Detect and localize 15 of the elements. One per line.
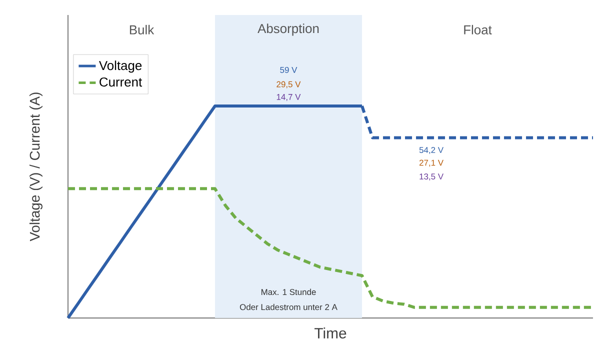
annotation: Max. 1 Stunde (261, 288, 316, 296)
text: Bulk (130, 24, 154, 34)
annotation: 54,2 V (419, 147, 444, 154)
y-axis-title: Voltage (V) / Current (A) (29, 92, 42, 242)
text: 59 V (280, 66, 298, 73)
legend-label: Voltage (99, 60, 142, 73)
text: 29,5 V (276, 81, 301, 88)
text: Absorption (258, 24, 319, 36)
x-axis-title: Time (314, 328, 346, 338)
annotation: Oder Ladestrom unter 2 A (240, 304, 338, 310)
legend-label: Current (100, 77, 142, 87)
annotation: 13,5 V (420, 174, 444, 181)
text: Float (464, 24, 492, 34)
text: 14,7 V (276, 94, 301, 101)
annotation: 27,1 V (419, 160, 444, 167)
